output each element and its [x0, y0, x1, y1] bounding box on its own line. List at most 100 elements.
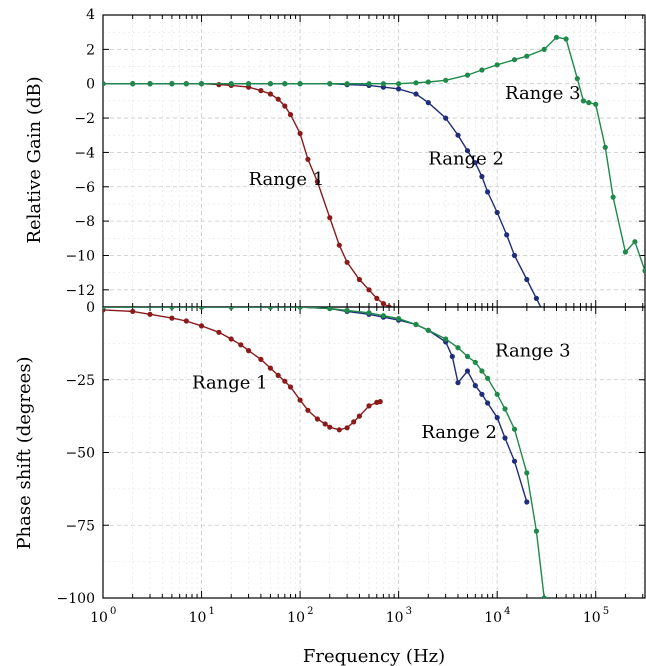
gain-range-3-point — [586, 100, 592, 106]
gain-range-3-point — [147, 81, 153, 87]
gain-range-3-point — [327, 81, 333, 87]
top-y-axis-label: Relative Gain (dB) — [24, 76, 45, 243]
gain-range-1-point — [267, 91, 273, 97]
gain-range-2-point — [504, 232, 510, 238]
gain-range-2-point — [443, 115, 449, 121]
gain-range-1-point — [314, 179, 320, 185]
phase-range-3-point — [267, 307, 273, 310]
gain-range-3-point — [632, 239, 638, 245]
gain-range-2-point — [455, 132, 461, 138]
phase-range-1-point — [275, 372, 281, 378]
gain-range-3-point — [228, 81, 234, 87]
phase-annotation: Range 1 — [192, 372, 268, 393]
x-tick-exponent: 0 — [110, 606, 116, 617]
gain-range-1-point — [386, 304, 392, 307]
x-tick-label: 10 — [287, 610, 305, 626]
gain-range-2-point — [533, 295, 540, 301]
phase-range-2-point — [502, 435, 508, 441]
x-tick-label: 10 — [90, 610, 108, 626]
phase-range-1-point — [297, 397, 303, 403]
gain-range-2-point — [396, 86, 402, 92]
x-axis-label: Frequency (Hz) — [303, 646, 445, 666]
phase-range-1-point — [246, 348, 252, 354]
phase-range-3-point — [541, 595, 547, 598]
gain-range-3-point — [494, 62, 500, 68]
gain-range-3-line — [103, 36, 645, 272]
gain-range-1-point — [366, 287, 372, 293]
gain-ytick-label: 2 — [86, 42, 95, 58]
phase-range-3-point — [472, 359, 478, 365]
gain-ytick-label: −8 — [74, 214, 95, 230]
x-tick-label: 10 — [386, 610, 404, 626]
phase-range-1-point — [228, 336, 234, 342]
gain-range-1-point — [258, 88, 264, 94]
phase-ytick-label: −50 — [65, 446, 95, 462]
phase-range-3-point — [455, 345, 461, 351]
phase-range-3-point — [198, 307, 205, 310]
phase-range-1-point — [344, 425, 350, 431]
phase-range-3-point — [103, 307, 106, 310]
phase-range-1-point — [336, 427, 342, 433]
gain-ytick-label: 0 — [86, 77, 95, 93]
phase-range-1-point — [314, 416, 320, 422]
phase-range-3-point — [425, 327, 431, 333]
x-tick-label: 10 — [484, 610, 502, 626]
phase-range-1-point — [216, 329, 222, 335]
gain-range-3-point — [198, 81, 205, 87]
gain-range-3-point — [344, 81, 350, 87]
gain-range-1-point — [275, 96, 281, 102]
gain-range-3-point — [169, 81, 175, 87]
gain-range-1-point — [336, 242, 342, 248]
gain-range-3-point — [380, 81, 386, 87]
phase-range-3-point — [524, 470, 530, 476]
gain-range-3-point — [246, 81, 252, 87]
gain-range-1-point — [380, 301, 386, 307]
gain-range-3-point — [464, 72, 471, 78]
gain-range-2-point — [464, 148, 471, 154]
x-tick-label: 10 — [583, 610, 601, 626]
gain-range-2-point — [511, 252, 518, 259]
gain-range-3-point — [574, 76, 580, 82]
x-tick-exponent: 2 — [307, 606, 313, 617]
gain-range-2-point — [472, 160, 478, 166]
gain-ytick-label: −4 — [74, 145, 95, 161]
bottom-y-axis-label: Phase shift (degrees) — [14, 356, 35, 549]
phase-range-1-point — [366, 403, 372, 409]
phase-range-3-point — [413, 321, 419, 328]
x-tick-exponent: 4 — [504, 606, 510, 617]
phase-range-1-point — [238, 342, 244, 348]
gain-range-3-point — [443, 77, 449, 83]
gain-range-1-point — [356, 276, 362, 283]
phase-range-1-point — [183, 318, 189, 324]
gain-annotation: Range 3 — [505, 83, 581, 104]
gain-range-3-point — [563, 36, 569, 42]
gain-range-1-point — [305, 156, 311, 162]
phase-range-1-point — [147, 311, 153, 317]
x-tick-exponent: 5 — [603, 606, 609, 617]
gain-range-1-point — [216, 82, 222, 88]
phase-range-3-point — [169, 307, 175, 310]
phase-ytick-label: 0 — [86, 300, 95, 316]
gain-range-3-point — [425, 79, 431, 85]
phase-range-3-point — [511, 426, 518, 432]
phase-range-3-point — [502, 406, 508, 412]
phase-range-2-point — [485, 400, 491, 406]
gain-range-1-point — [287, 112, 294, 118]
gain-panel: 4 2 0 −2 −4 −6 −8 −10 −12 Range 1 Range 2 Range 3 — [65, 7, 646, 308]
gain-range-2-point — [479, 173, 485, 180]
gain-range-3-point — [413, 80, 419, 86]
gain-range-1-point — [344, 259, 350, 265]
gain-range-3-point — [267, 81, 273, 87]
phase-range-2-point — [449, 353, 455, 360]
gain-range-3-point — [130, 81, 136, 87]
phase-range-1-point — [130, 308, 136, 314]
phase-range-1-point — [356, 413, 362, 419]
gain-range-1-point — [327, 215, 333, 221]
gain-ytick-label: 4 — [86, 7, 95, 23]
phase-range-3-point — [380, 313, 386, 319]
gain-frame — [102, 14, 646, 308]
phase-ytick-label: −75 — [65, 518, 95, 534]
gain-range-3-point — [282, 81, 288, 87]
